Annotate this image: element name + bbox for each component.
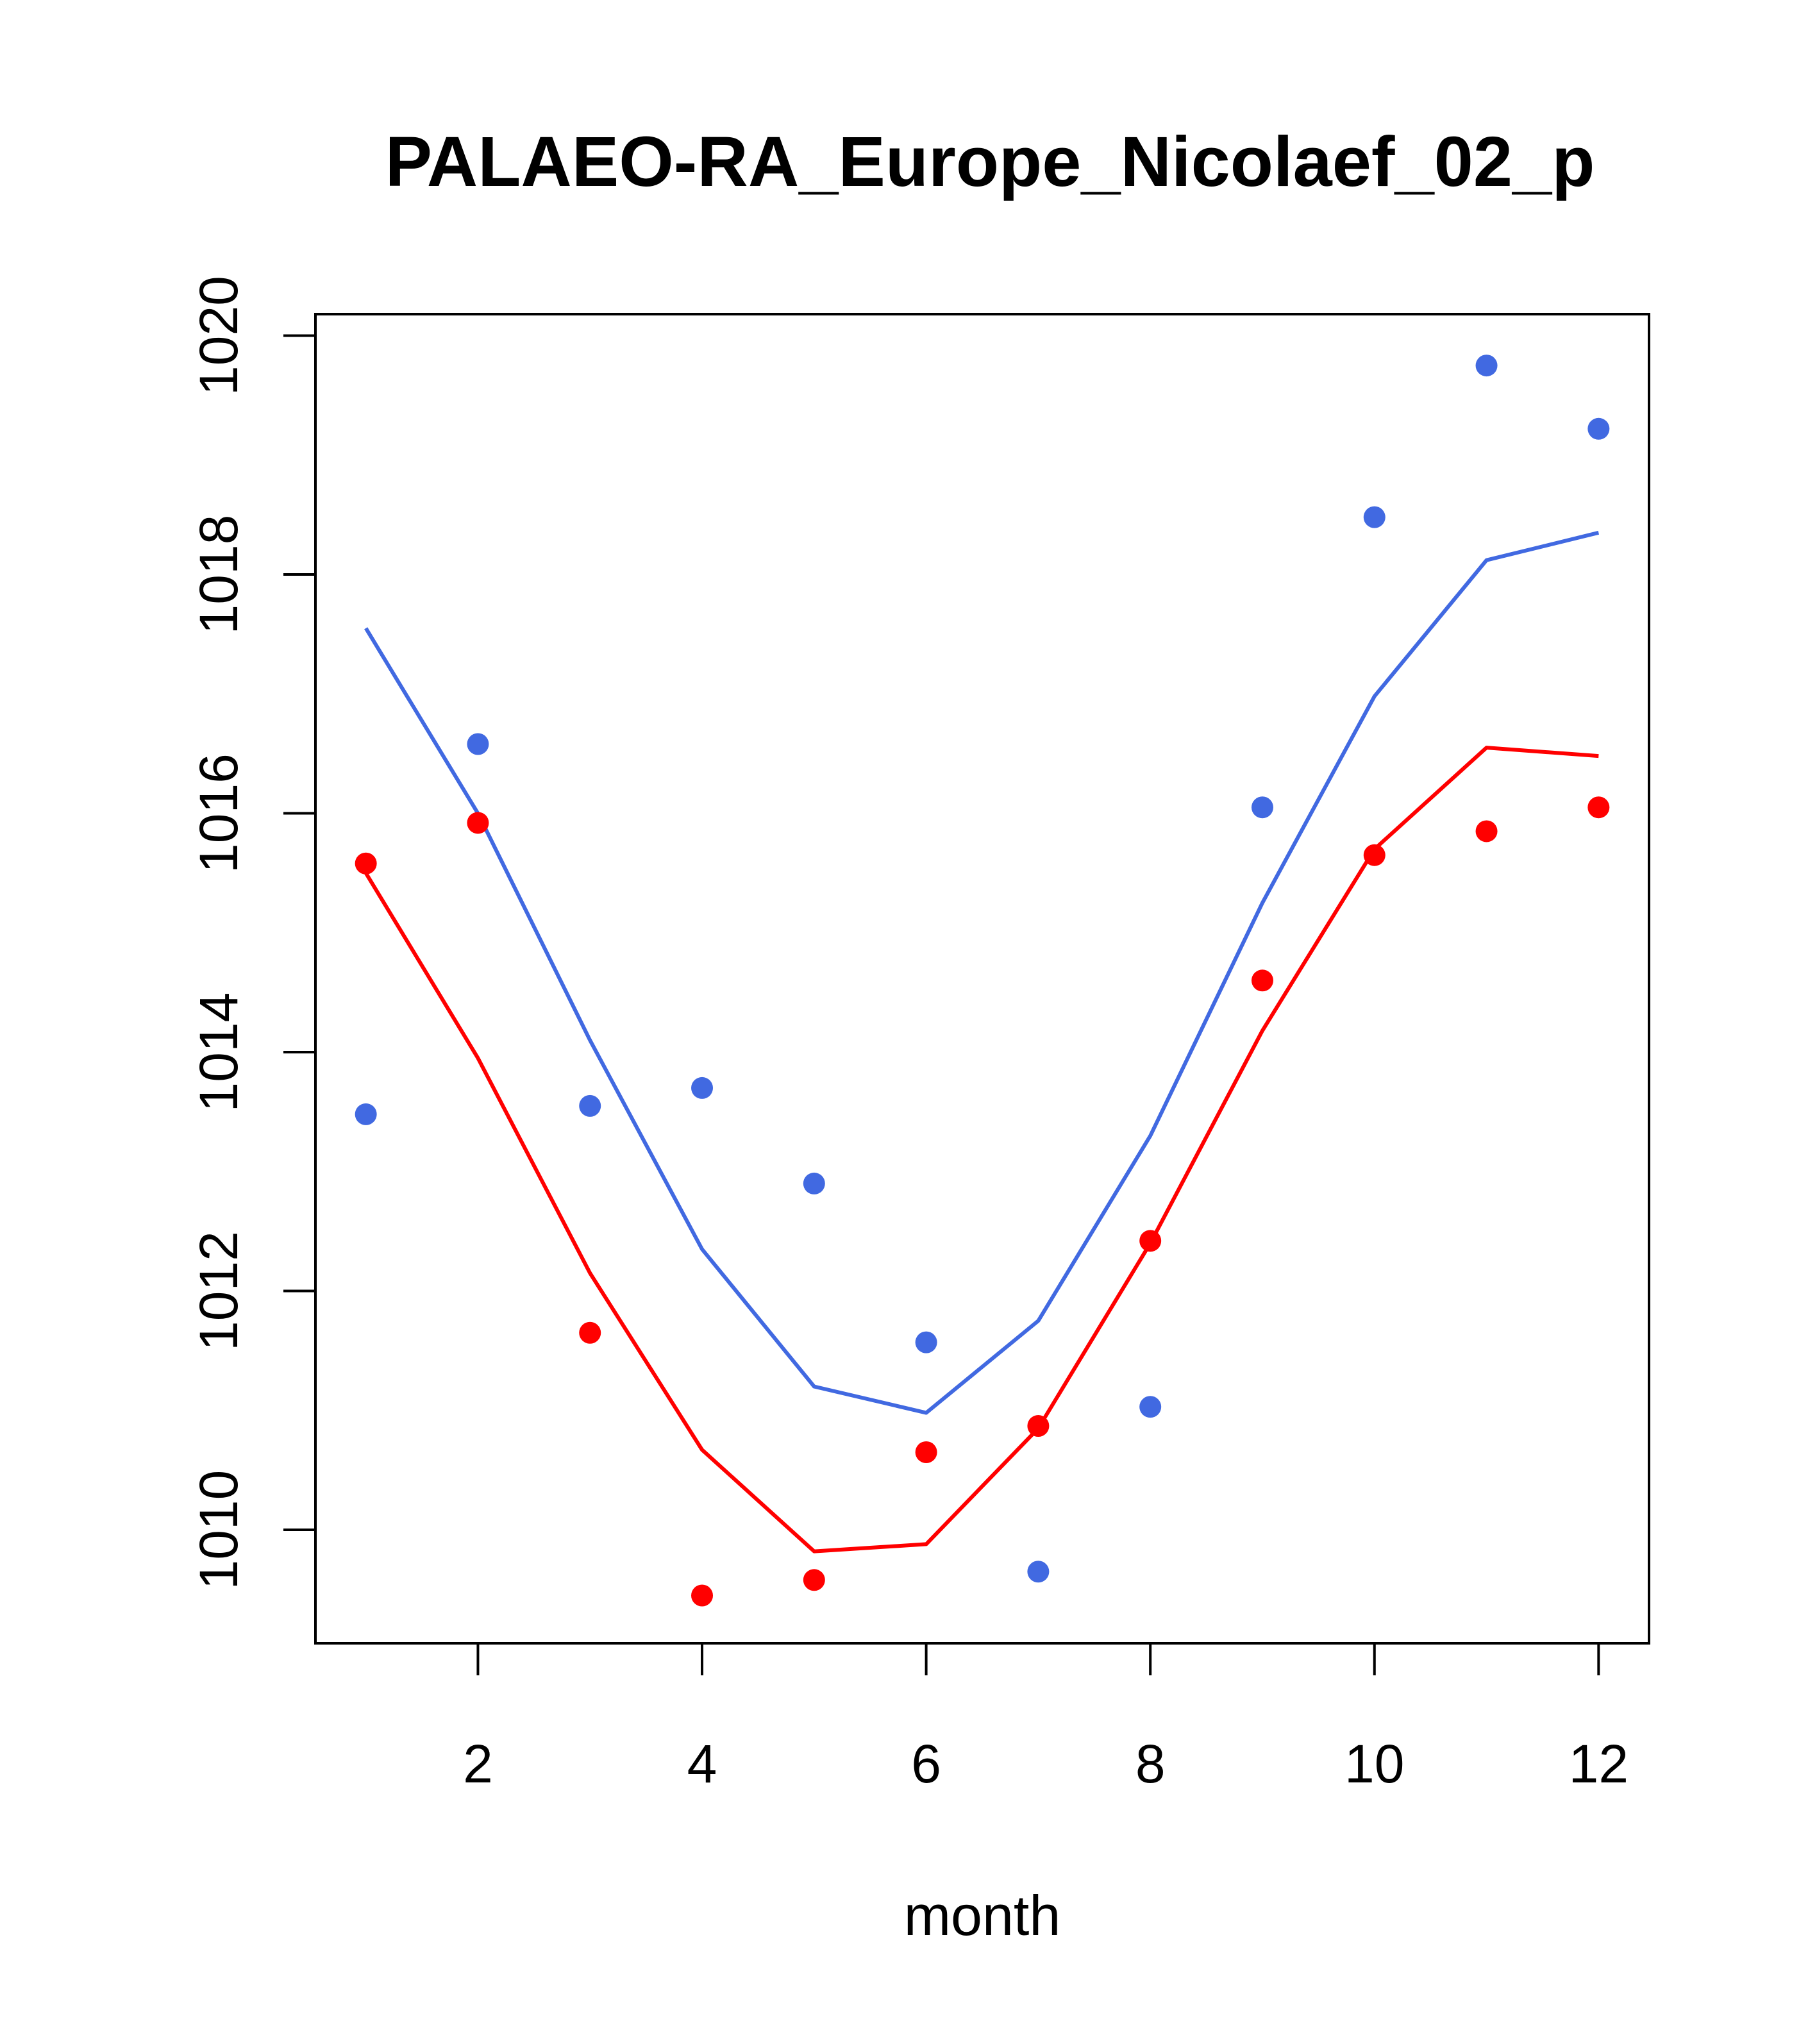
blue-point [1027, 1561, 1050, 1583]
x-tick-label: 2 [463, 1734, 493, 1794]
plot-frame [314, 313, 1650, 1645]
red-point [1139, 1230, 1162, 1252]
blue-point [579, 1094, 601, 1117]
x-axis-label: month [904, 1884, 1061, 1947]
y-tick-label: 1014 [188, 993, 249, 1112]
y-axis: 1010 1012 1014 1016 1018 1020 [188, 276, 317, 1590]
red-point [691, 1584, 714, 1607]
blue-point [1475, 355, 1498, 377]
x-tick-label: 10 [1344, 1734, 1404, 1794]
blue-point [803, 1172, 825, 1194]
blue-point [1363, 506, 1386, 528]
red-point [1475, 820, 1498, 842]
chart-title: PALAEO-RA_Europe_Nicolaef_02_p [385, 122, 1595, 201]
blue-point [355, 1103, 377, 1125]
red-point [355, 852, 377, 875]
y-tick-label: 1010 [188, 1470, 249, 1590]
blue-point [467, 733, 489, 755]
red-point [803, 1569, 825, 1591]
y-tick-label: 1020 [188, 276, 249, 396]
y-tick-label: 1016 [188, 753, 249, 873]
red-line [364, 746, 1599, 1554]
blue-point [1587, 417, 1610, 440]
x-tick-label: 12 [1569, 1734, 1629, 1794]
red-point [579, 1321, 601, 1344]
blue-point [915, 1331, 937, 1353]
x-tick-label: 8 [1135, 1734, 1166, 1794]
blue-line [364, 530, 1600, 1415]
red-point [1363, 844, 1386, 866]
red-point [915, 1441, 937, 1463]
y-tick-label: 1012 [188, 1231, 249, 1351]
x-tick-label: 6 [911, 1734, 941, 1794]
y-tick-label: 1018 [188, 515, 249, 635]
red-point [1587, 796, 1610, 819]
blue-point [691, 1076, 714, 1099]
x-axis: 2 4 6 8 10 12 [463, 1642, 1629, 1794]
series-layer [355, 355, 1610, 1607]
red-point [1027, 1415, 1050, 1437]
blue-point [1251, 796, 1273, 819]
red-point [467, 812, 489, 834]
blue-point [1139, 1396, 1162, 1418]
x-tick-label: 4 [687, 1734, 717, 1794]
red-point [1251, 969, 1273, 992]
